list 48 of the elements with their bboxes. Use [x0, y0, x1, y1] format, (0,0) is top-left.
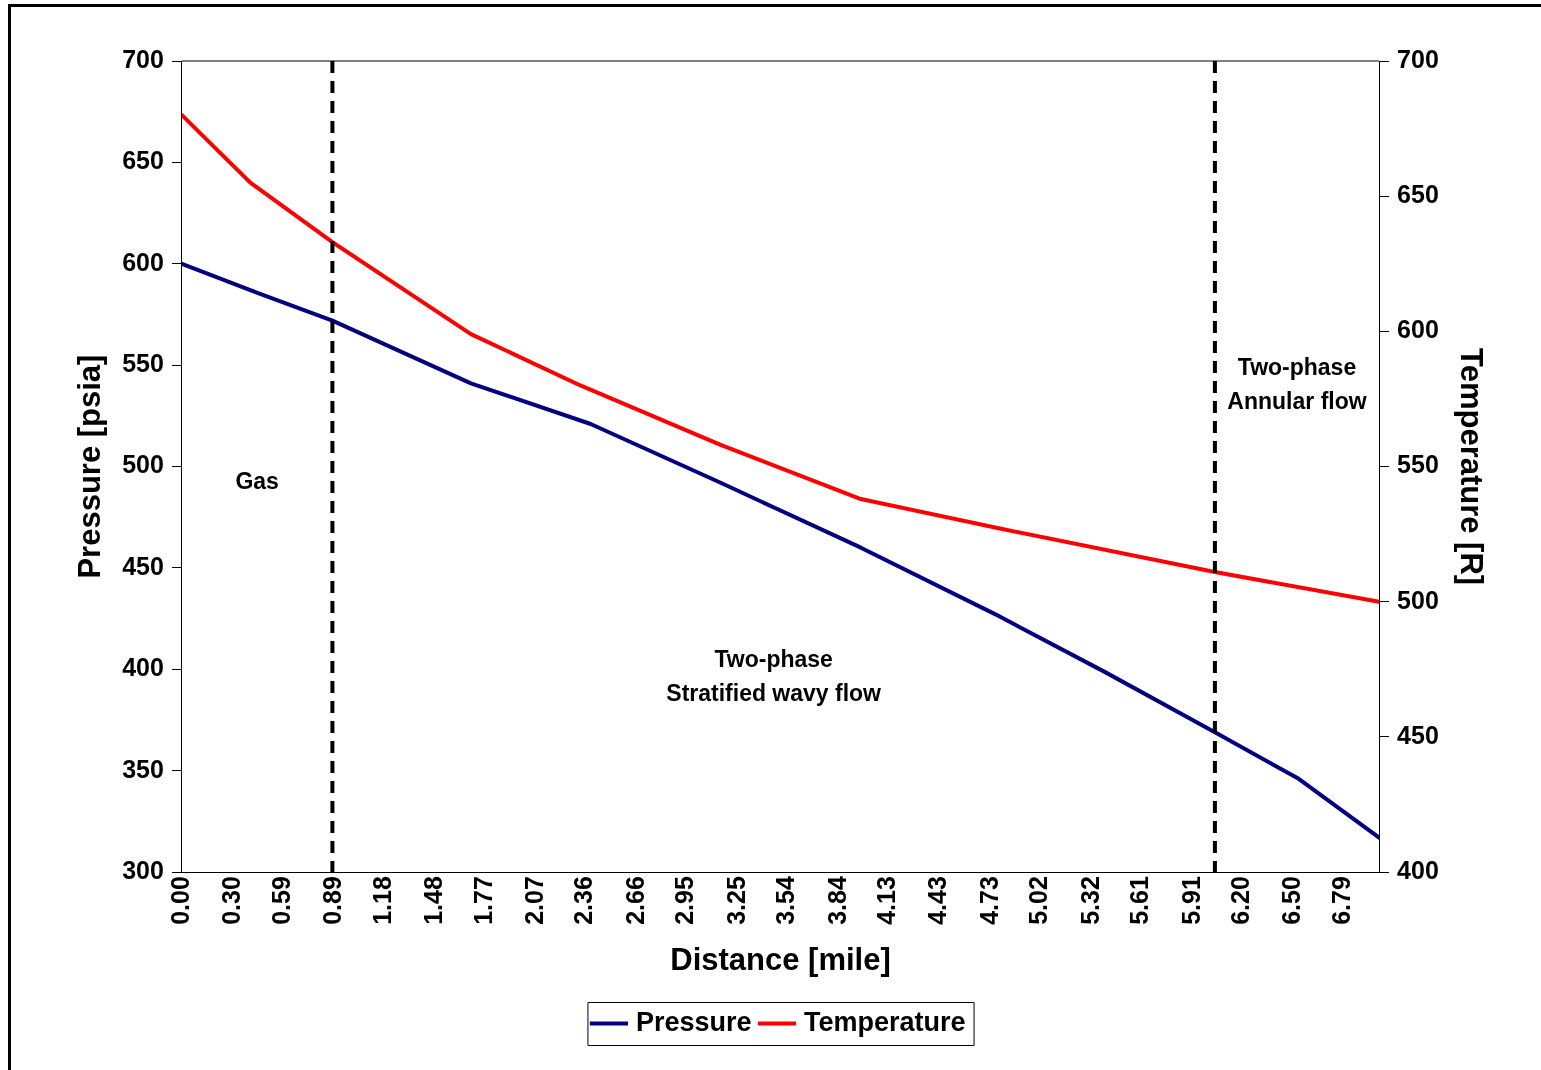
y2-tick-label: 500 — [1397, 585, 1439, 614]
x-tick-label: 3.54 — [771, 876, 800, 925]
x-tick-label: 2.36 — [569, 876, 598, 925]
x-tick-label: 2.95 — [670, 876, 699, 925]
x-tick-label: 0.30 — [217, 876, 246, 925]
x-tick-label: 6.20 — [1226, 876, 1255, 925]
x-tick-label: 6.50 — [1277, 876, 1306, 925]
y2-tick-label: 600 — [1397, 315, 1439, 344]
x-tick-label: 5.02 — [1024, 876, 1053, 925]
x-tick-label: 6.79 — [1327, 876, 1356, 925]
x-tick-label: 0.59 — [266, 876, 295, 925]
y2-tick-label: 450 — [1397, 720, 1439, 749]
x-tick-label: 1.18 — [367, 876, 396, 925]
x-tick-label: 0.00 — [165, 876, 194, 925]
legend-label: Temperature — [804, 1006, 966, 1037]
x-axis-title: Distance [mile] — [670, 941, 891, 977]
x-tick-label: 5.61 — [1125, 876, 1154, 925]
x-tick-label: 0.89 — [318, 876, 347, 925]
x-tick-label: 2.07 — [519, 876, 548, 925]
legend-label: Pressure — [635, 1006, 752, 1037]
y2-tick-label: 550 — [1397, 450, 1439, 479]
y-tick-label: 400 — [122, 653, 164, 682]
y-tick-label: 450 — [122, 551, 164, 580]
x-tick-label: 4.73 — [974, 876, 1003, 925]
y2-axis-title: Temperature [R] — [1453, 348, 1489, 586]
y-tick-label: 300 — [122, 856, 164, 885]
x-tick-label: 5.32 — [1075, 876, 1104, 925]
y-tick-label: 350 — [122, 754, 164, 783]
x-tick-label: 1.77 — [468, 876, 497, 925]
y-tick-label: 600 — [122, 247, 164, 276]
y-tick-label: 500 — [122, 450, 164, 479]
y2-tick-label: 700 — [1397, 44, 1439, 73]
y-axis-title: Pressure [psia] — [72, 354, 108, 579]
annotation: Gas — [235, 468, 279, 495]
y-tick-label: 700 — [122, 44, 164, 73]
y2-tick-label: 650 — [1397, 180, 1439, 209]
x-tick-label: 4.13 — [872, 876, 901, 925]
x-tick-label: 3.25 — [721, 876, 750, 925]
y-tick-label: 650 — [122, 146, 164, 175]
annotation: Two-phase Stratified wavy flow — [666, 645, 882, 706]
annotation: Two-phase Annular flow — [1227, 353, 1367, 414]
x-tick-label: 2.66 — [620, 876, 649, 925]
y-tick-label: 550 — [122, 349, 164, 378]
y2-tick-label: 400 — [1397, 856, 1439, 885]
x-tick-label: 1.48 — [418, 876, 447, 925]
x-tick-label: 5.91 — [1176, 876, 1205, 925]
x-tick-label: 3.84 — [822, 876, 851, 925]
x-tick-label: 4.43 — [923, 876, 952, 925]
